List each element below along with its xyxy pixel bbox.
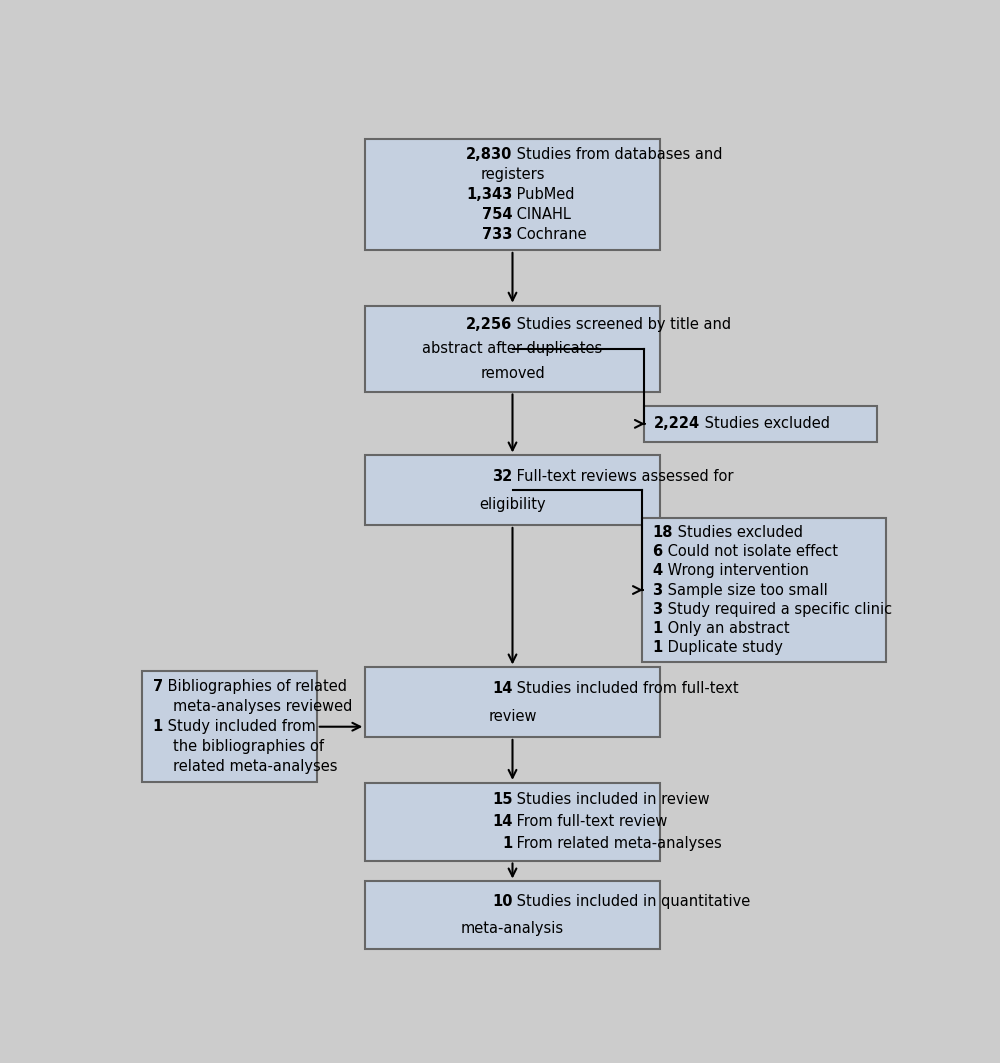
Bar [365,305,660,391]
Text: 3: 3 [652,583,663,597]
Bar [642,519,886,661]
Text: 1: 1 [153,720,163,735]
Text: review: review [488,709,537,724]
Bar [142,672,317,782]
Text: Studies excluded: Studies excluded [700,417,830,432]
Text: 1,343: 1,343 [466,187,512,202]
Text: Studies included from full-text: Studies included from full-text [512,680,739,696]
Text: eligibility: eligibility [479,496,546,511]
Text: 2,830: 2,830 [466,147,512,162]
Text: Sample size too small: Sample size too small [663,583,827,597]
Text: Study required a specific clinic: Study required a specific clinic [663,602,892,617]
Text: 733: 733 [482,227,512,242]
Text: 1: 1 [502,837,512,851]
Text: From related meta-analyses: From related meta-analyses [512,837,722,851]
Text: Cochrane: Cochrane [512,227,587,242]
Text: Wrong intervention: Wrong intervention [663,563,808,578]
Text: Full-text reviews assessed for: Full-text reviews assessed for [512,469,734,484]
Text: Studies included in review: Studies included in review [512,792,710,807]
Text: 15: 15 [492,792,512,807]
Text: 18: 18 [652,525,673,540]
Text: meta-analyses reviewed: meta-analyses reviewed [173,699,353,714]
Text: Could not isolate effect: Could not isolate effect [663,544,838,559]
Bar [365,881,660,948]
Bar [365,782,660,861]
Text: Duplicate study: Duplicate study [663,640,783,655]
Text: 6: 6 [652,544,663,559]
Text: PubMed: PubMed [512,187,575,202]
Text: abstract after duplicates: abstract after duplicates [422,341,603,356]
Text: 3: 3 [652,602,663,617]
Bar [365,668,660,737]
Text: Only an abstract: Only an abstract [663,621,789,636]
Text: 1: 1 [652,640,663,655]
Bar [365,139,660,250]
Text: Studies excluded: Studies excluded [673,525,803,540]
Text: related meta-analyses: related meta-analyses [173,759,338,774]
Text: registers: registers [480,167,545,182]
Text: Bibliographies of related: Bibliographies of related [163,679,347,694]
Text: From full-text review: From full-text review [512,814,668,829]
Text: 10: 10 [492,894,512,909]
Text: 4: 4 [652,563,663,578]
Text: 14: 14 [492,814,512,829]
Text: the bibliographies of: the bibliographies of [173,739,324,755]
Text: 7: 7 [153,679,163,694]
Bar [365,455,660,525]
Text: 32: 32 [492,469,512,484]
Text: removed: removed [480,366,545,381]
Text: 2,256: 2,256 [466,317,512,332]
Text: 1: 1 [652,621,663,636]
Text: Studies screened by title and: Studies screened by title and [512,317,732,332]
Text: 14: 14 [492,680,512,696]
Text: CINAHL: CINAHL [512,207,571,222]
Text: Studies included in quantitative: Studies included in quantitative [512,894,751,909]
Text: meta-analysis: meta-analysis [461,921,564,935]
Text: Studies from databases and: Studies from databases and [512,147,723,162]
Text: 754: 754 [482,207,512,222]
Bar [644,406,877,442]
Text: 2,224: 2,224 [654,417,700,432]
Text: Study included from: Study included from [163,720,316,735]
